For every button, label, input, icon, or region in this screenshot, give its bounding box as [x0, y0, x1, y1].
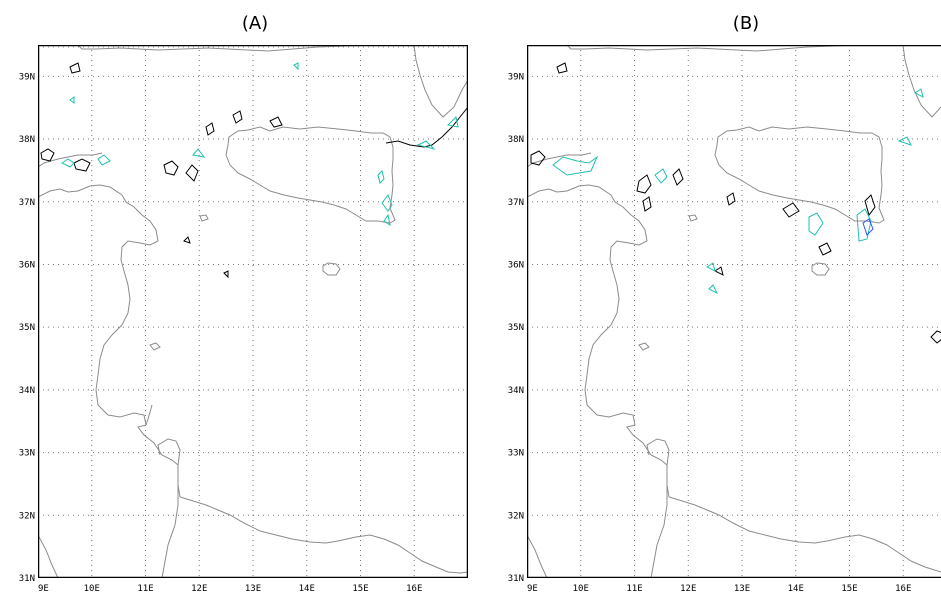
lat-tick-label: 39N	[508, 72, 524, 82]
panel-a-title: (A)	[242, 13, 268, 34]
lon-tick-label: 14E	[788, 584, 804, 594]
panel-b-coastline	[527, 45, 941, 578]
lon-tick-label: 10E	[84, 584, 100, 594]
lat-tick-label: 31N	[508, 574, 524, 584]
panel-a-grid	[38, 45, 468, 578]
lon-tick-label: 14E	[299, 584, 315, 594]
lon-tick-label: 12E	[680, 584, 696, 594]
panel-b-frame	[527, 45, 941, 578]
lon-tick-label: 10E	[573, 584, 589, 594]
lon-tick-label: 11E	[626, 584, 642, 594]
lat-tick-label: 36N	[508, 260, 524, 270]
lon-tick-label: 11E	[137, 584, 153, 594]
lat-tick-label: 37N	[19, 198, 35, 208]
lat-tick-label: 34N	[19, 386, 35, 396]
lon-tick-label: 16E	[406, 584, 422, 594]
lon-tick-label: 15E	[841, 584, 857, 594]
panel-b-title: (B)	[733, 13, 759, 34]
panel-a-lat-labels: 31N 32N 33N 34N 35N 36N 37N 38N 39N	[19, 72, 35, 584]
lon-tick-label: 13E	[245, 584, 261, 594]
panel-a: (A)	[19, 13, 468, 594]
panel-a-coastline	[38, 45, 468, 578]
lat-tick-label: 39N	[19, 72, 35, 82]
lon-tick-label: 13E	[734, 584, 750, 594]
lon-tick-label: 16E	[895, 584, 911, 594]
lon-tick-label: 12E	[191, 584, 207, 594]
lat-tick-label: 31N	[19, 574, 35, 584]
lat-tick-label: 38N	[19, 135, 35, 145]
panel-a-gridlines	[38, 45, 468, 578]
panel-b-contours	[530, 62, 941, 344]
lat-tick-label: 35N	[508, 323, 524, 333]
lat-tick-label: 34N	[508, 386, 524, 396]
lat-tick-label: 33N	[19, 449, 35, 459]
lat-tick-label: 33N	[508, 449, 524, 459]
panel-b: (B)	[508, 13, 941, 594]
panel-a-frame	[38, 45, 468, 578]
lat-tick-label: 32N	[19, 511, 35, 521]
lon-tick-label: 9E	[38, 584, 49, 594]
panel-a-lon-labels: 9E 10E 11E 12E 13E 14E 15E 16E	[38, 584, 422, 594]
lat-tick-label: 32N	[508, 511, 524, 521]
panel-b-plot	[527, 45, 941, 578]
panel-b-lat-labels: 31N 32N 33N 34N 35N 36N 37N 38N 39N	[508, 72, 524, 584]
lat-tick-label: 36N	[19, 260, 35, 270]
panel-b-lon-labels: 9E 10E 11E 12E 13E 14E 15E 16E	[527, 584, 911, 594]
panel-a-contours	[40, 62, 468, 279]
lat-tick-label: 37N	[508, 198, 524, 208]
panel-b-grid	[527, 45, 941, 578]
lat-tick-label: 35N	[19, 323, 35, 333]
lon-tick-label: 15E	[352, 584, 368, 594]
panel-a-plot	[38, 45, 468, 578]
lat-tick-label: 38N	[508, 135, 524, 145]
lon-tick-label: 9E	[527, 584, 538, 594]
